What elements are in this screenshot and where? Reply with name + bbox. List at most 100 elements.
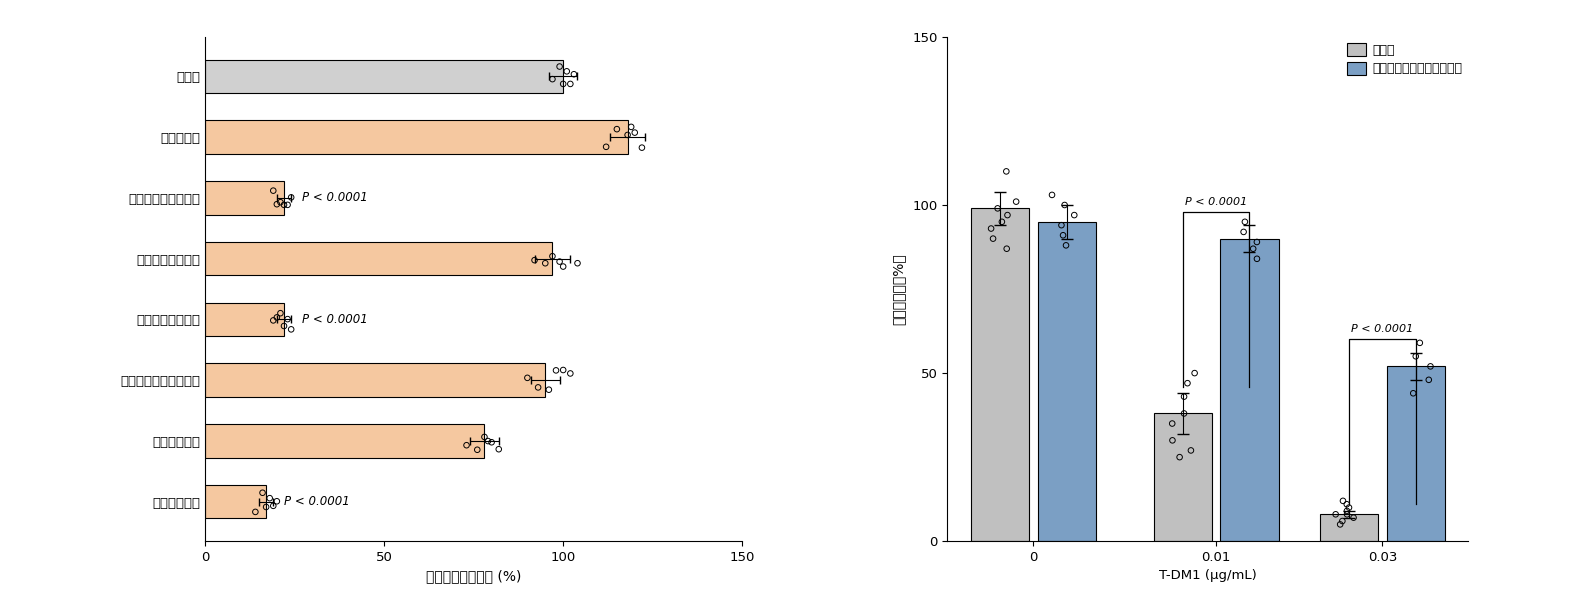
Text: P < 0.0001: P < 0.0001 (302, 313, 368, 326)
Bar (1221, 239, 1279, 541)
Bar (1037, 222, 1096, 541)
Bar (1320, 514, 1378, 541)
Point (1232, 217, 1257, 227)
Point (257, 493, 283, 503)
Point (1053, 240, 1078, 250)
Point (261, 501, 286, 510)
Point (275, 200, 300, 210)
Point (1050, 231, 1075, 240)
Point (254, 502, 279, 512)
Point (1418, 362, 1443, 371)
Point (1328, 520, 1353, 530)
Point (1172, 392, 1197, 402)
Point (526, 383, 551, 392)
Point (1167, 452, 1192, 462)
Point (1244, 237, 1270, 247)
Text: P < 0.0001: P < 0.0001 (284, 495, 351, 508)
Point (1331, 496, 1356, 506)
Point (540, 252, 565, 261)
Point (1334, 506, 1360, 516)
Point (990, 217, 1015, 227)
Point (264, 312, 289, 322)
Point (540, 74, 565, 84)
Point (1407, 338, 1432, 347)
Point (1061, 210, 1086, 220)
Point (546, 62, 572, 71)
Point (605, 124, 630, 134)
Point (268, 308, 294, 318)
Point (546, 256, 572, 266)
Point (537, 385, 562, 395)
Point (551, 261, 576, 271)
Point (486, 444, 512, 454)
Point (594, 142, 619, 152)
Point (478, 437, 504, 447)
Bar (205, 121, 627, 154)
Point (1178, 445, 1203, 455)
Point (551, 365, 576, 375)
Point (272, 321, 297, 331)
Point (551, 79, 576, 89)
Point (1232, 227, 1257, 237)
Point (1004, 197, 1030, 207)
Point (464, 445, 489, 454)
Point (630, 143, 655, 153)
Point (1241, 244, 1266, 253)
Point (261, 186, 286, 196)
Bar (205, 485, 267, 518)
Bar (205, 181, 284, 215)
Point (1330, 516, 1355, 526)
Point (1052, 200, 1077, 210)
Point (995, 210, 1020, 220)
Point (1401, 388, 1426, 398)
Bar (205, 424, 485, 458)
Point (619, 122, 644, 132)
Point (1334, 509, 1360, 519)
Point (1336, 502, 1361, 512)
Point (543, 365, 568, 375)
Bar (205, 303, 284, 336)
Point (981, 234, 1006, 244)
Point (1244, 254, 1270, 264)
Point (622, 128, 647, 138)
Point (453, 440, 478, 450)
Point (249, 488, 275, 498)
Point (1048, 220, 1074, 230)
Point (1039, 190, 1064, 200)
Point (275, 314, 300, 324)
Point (272, 200, 297, 210)
Point (475, 436, 501, 446)
Point (554, 66, 579, 76)
Point (532, 258, 557, 268)
Point (561, 69, 586, 79)
Text: P < 0.0001: P < 0.0001 (1352, 325, 1413, 335)
Point (995, 244, 1020, 253)
Point (268, 197, 294, 207)
Bar (205, 60, 564, 93)
Legend: 対照群, クラリスロマイシン作用群: 対照群, クラリスロマイシン作用群 (1347, 43, 1462, 76)
X-axis label: T-DM1 (μg/mL): T-DM1 (μg/mL) (1159, 569, 1257, 582)
Point (1416, 375, 1442, 385)
Point (1341, 513, 1366, 523)
Point (264, 199, 289, 209)
Point (278, 325, 303, 335)
Bar (971, 208, 1030, 541)
Point (1161, 435, 1186, 445)
Bar (1154, 413, 1213, 541)
Bar (205, 363, 545, 397)
Point (993, 167, 1018, 177)
Point (979, 224, 1004, 234)
Point (1183, 368, 1208, 378)
Point (1334, 499, 1360, 509)
Bar (205, 242, 553, 276)
Bar (1386, 367, 1445, 541)
Point (1404, 351, 1429, 361)
Point (985, 204, 1011, 213)
Point (523, 255, 548, 265)
Point (1159, 419, 1184, 429)
Text: P < 0.0001: P < 0.0001 (302, 191, 368, 204)
Point (1323, 509, 1348, 519)
Point (557, 368, 583, 378)
Point (565, 258, 591, 268)
Point (614, 130, 639, 140)
